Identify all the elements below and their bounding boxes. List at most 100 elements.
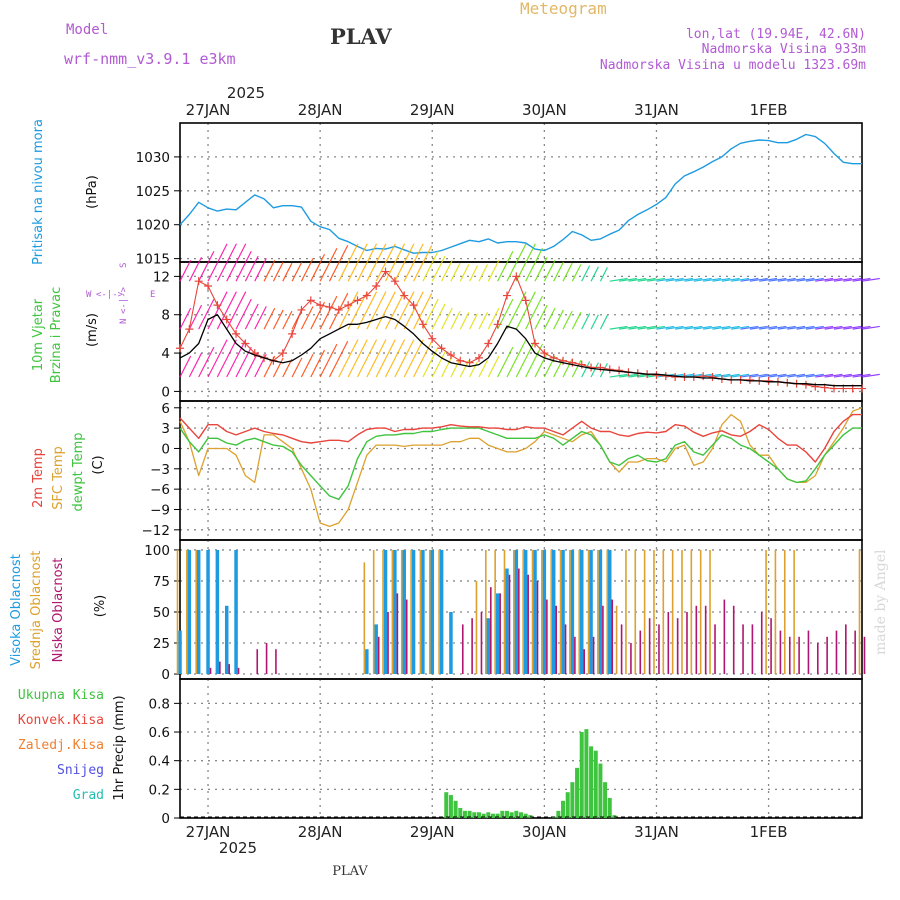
- precip-bar: [472, 812, 477, 818]
- precip-bar: [495, 813, 500, 818]
- cloud-mid-bar: [671, 549, 674, 675]
- cloud-mid-bar: [382, 549, 384, 675]
- y-tick-label: 0.6: [149, 725, 170, 741]
- cloud-high-bar: [365, 649, 369, 675]
- wind-barb: [740, 277, 759, 282]
- precip-bar: [481, 813, 486, 818]
- cloud-high-bar: [215, 549, 220, 675]
- wind-barb: [628, 277, 647, 282]
- wind-barb: [534, 304, 548, 330]
- wind-title-2: Brzina i Pravac: [49, 287, 64, 384]
- cloud-low-bar: [555, 605, 557, 675]
- day-label-top: 27JAN: [186, 101, 231, 119]
- pressure-title: Pritisak na nivou mora: [31, 119, 46, 265]
- y-tick-label: 8: [161, 308, 170, 324]
- cloud-low-bar: [471, 618, 473, 675]
- cloud-low-bar: [405, 599, 408, 675]
- gust-marker: [334, 305, 343, 314]
- day-label-bottom: 29JAN: [410, 823, 455, 841]
- wind-barb: [843, 373, 862, 378]
- cloud-high-bar: [579, 549, 584, 675]
- wind-barb: [413, 292, 433, 330]
- year-label-bottom: 2025: [219, 839, 257, 857]
- wind-barb: [319, 343, 338, 378]
- precip-bar: [490, 813, 495, 818]
- wind-barb: [282, 358, 293, 378]
- cloud-high-bar: [178, 630, 182, 675]
- cloud-mid-bar: [625, 549, 627, 675]
- cloud-low-bar: [686, 611, 688, 675]
- day-label-top: 29JAN: [410, 101, 455, 119]
- gust-marker: [390, 277, 399, 286]
- wind-barb: [478, 359, 489, 378]
- data-layer: [176, 133, 880, 818]
- gust-marker: [764, 376, 773, 385]
- wind-barb: [815, 373, 834, 378]
- compass-e: E: [150, 290, 155, 300]
- wind-barb: [235, 298, 252, 330]
- model-elevation-text: Nadmorska Visina u modelu 1323.69m: [600, 58, 866, 73]
- day-label-bottom: 28JAN: [298, 823, 343, 841]
- wind-barb: [824, 373, 843, 378]
- wind-barb: [665, 277, 684, 282]
- gust-marker: [325, 303, 334, 312]
- gust-marker: [428, 334, 437, 343]
- wind-barb: [721, 277, 740, 282]
- wind-barb: [459, 312, 470, 330]
- wind-barb: [777, 277, 796, 282]
- wind-barb: [272, 309, 284, 330]
- wind-barb: [647, 277, 666, 282]
- wind-barb: [347, 243, 368, 282]
- model-label: Model: [66, 22, 108, 38]
- gust-marker: [615, 366, 624, 375]
- wind-barb: [272, 261, 284, 282]
- cloud-low-bar: [714, 624, 716, 675]
- cloud-title-high: Visoka Oblacnost: [9, 554, 24, 666]
- gust-marker: [418, 320, 427, 329]
- gust-marker: [708, 373, 717, 382]
- precip-bar: [514, 810, 519, 818]
- cloud-high-bar: [561, 549, 565, 675]
- wind-barb: [263, 307, 276, 330]
- gust-marker: [493, 320, 502, 329]
- wind-barb: [581, 313, 591, 330]
- cloud-high-bar: [495, 593, 500, 675]
- wind-barb: [562, 310, 573, 330]
- cloud-mid-bar: [690, 549, 693, 675]
- gust-marker: [474, 353, 483, 362]
- wind-barb: [815, 325, 834, 330]
- cloud-low-bar: [732, 605, 735, 675]
- cloud-ylabel: (%): [93, 595, 108, 618]
- wind-barb: [703, 325, 722, 330]
- wind-barb: [571, 264, 582, 282]
- wind-barb: [497, 250, 514, 282]
- gust-marker: [531, 339, 540, 348]
- wind-barb: [198, 346, 215, 378]
- wind-barb: [740, 325, 759, 330]
- wind-barb: [226, 243, 247, 282]
- wind-barb: [422, 250, 439, 282]
- wind-barb: [796, 373, 815, 378]
- wind-barb: [487, 307, 500, 330]
- wind-barb: [581, 265, 591, 282]
- cloud-low-bar: [265, 643, 268, 675]
- gust-marker: [306, 296, 315, 305]
- wind-barb: [282, 262, 293, 282]
- gust-marker: [661, 372, 670, 381]
- temp-title-2m: 2m Temp: [31, 448, 46, 508]
- cloud-mid-bar: [569, 549, 571, 675]
- wind-barb: [207, 291, 228, 330]
- wind-barb: [637, 325, 656, 330]
- cloud-high-bar: [393, 549, 397, 675]
- wind-barb: [506, 243, 527, 282]
- cloud-low-bar: [658, 624, 660, 675]
- wind-barb: [366, 243, 387, 282]
- cloud-high-bar: [589, 549, 593, 675]
- cloud-mid-bar: [793, 549, 795, 675]
- precip-bar: [523, 813, 528, 818]
- cloud-high-bar: [570, 549, 575, 675]
- gust-marker: [456, 356, 465, 365]
- wind-barb: [824, 277, 843, 282]
- wind-barb: [768, 373, 787, 378]
- wind-barb: [787, 325, 806, 330]
